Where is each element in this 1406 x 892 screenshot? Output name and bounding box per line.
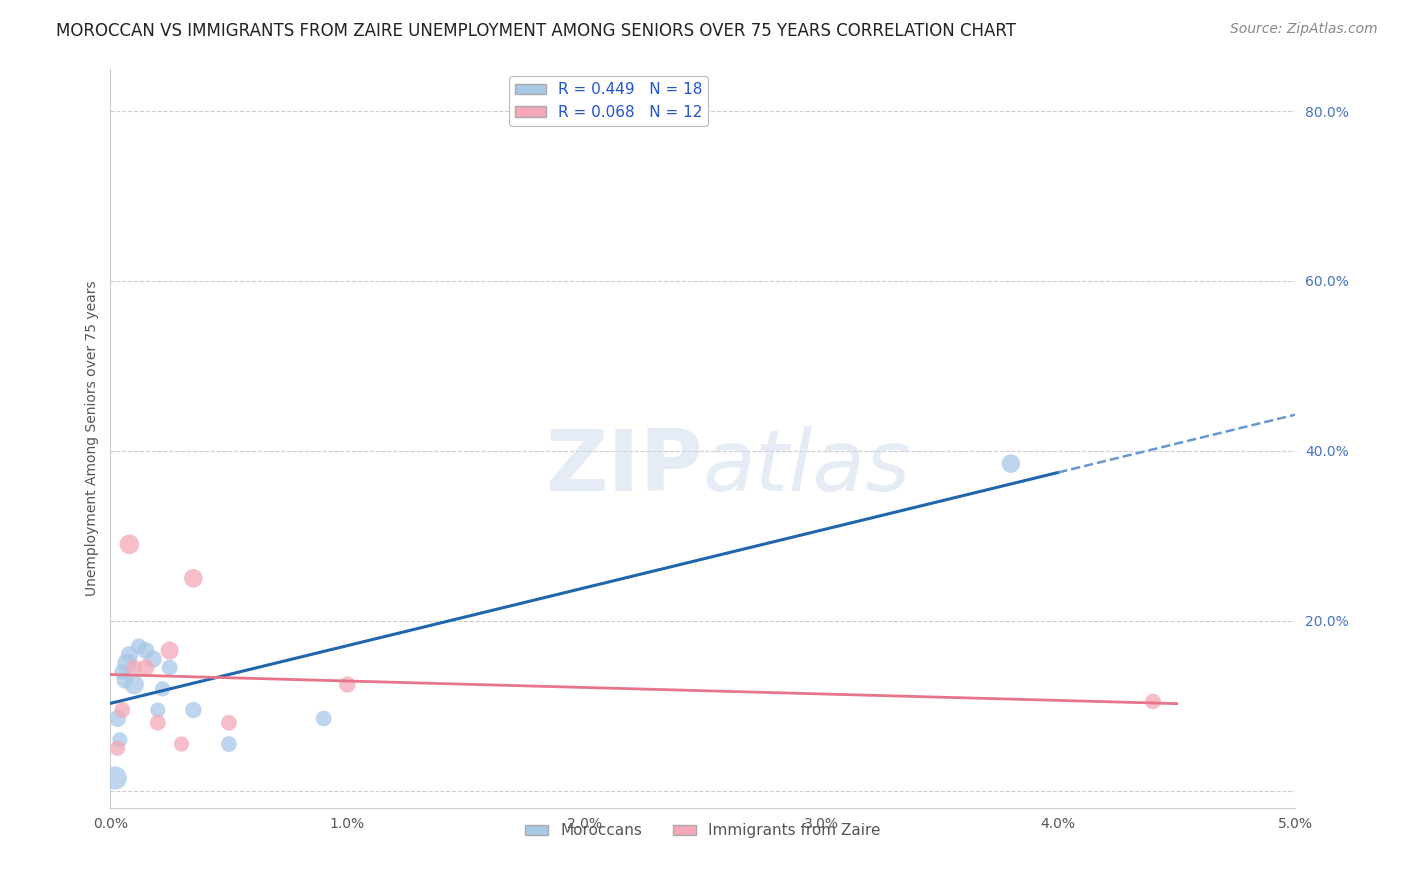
Point xyxy=(111,703,134,717)
Point xyxy=(135,643,157,657)
Text: ZIP: ZIP xyxy=(546,426,703,509)
Text: MOROCCAN VS IMMIGRANTS FROM ZAIRE UNEMPLOYMENT AMONG SENIORS OVER 75 YEARS CORRE: MOROCCAN VS IMMIGRANTS FROM ZAIRE UNEMPL… xyxy=(56,22,1017,40)
Point xyxy=(1142,694,1164,708)
Point xyxy=(218,715,240,730)
Y-axis label: Unemployment Among Seniors over 75 years: Unemployment Among Seniors over 75 years xyxy=(86,280,100,596)
Point xyxy=(146,715,169,730)
Point xyxy=(118,537,141,551)
Point xyxy=(111,665,134,679)
Point xyxy=(159,660,181,674)
Point xyxy=(135,660,157,674)
Point xyxy=(107,712,129,726)
Point xyxy=(107,741,129,756)
Point xyxy=(170,737,193,751)
Point xyxy=(146,703,169,717)
Point xyxy=(1000,457,1022,471)
Point xyxy=(159,643,181,657)
Point xyxy=(336,677,359,691)
Text: atlas: atlas xyxy=(703,426,911,509)
Point xyxy=(122,660,145,674)
Point xyxy=(312,712,335,726)
Point xyxy=(183,571,205,585)
Text: Source: ZipAtlas.com: Source: ZipAtlas.com xyxy=(1230,22,1378,37)
Point xyxy=(142,652,165,666)
Point xyxy=(108,732,131,747)
Point xyxy=(115,657,138,671)
Point xyxy=(128,640,150,654)
Point xyxy=(152,681,174,696)
Point xyxy=(114,673,136,688)
Point xyxy=(122,677,145,691)
Point xyxy=(118,648,141,662)
Point xyxy=(104,771,127,785)
Point xyxy=(218,737,240,751)
Legend: Moroccans, Immigrants from Zaire: Moroccans, Immigrants from Zaire xyxy=(519,817,887,845)
Point xyxy=(183,703,205,717)
